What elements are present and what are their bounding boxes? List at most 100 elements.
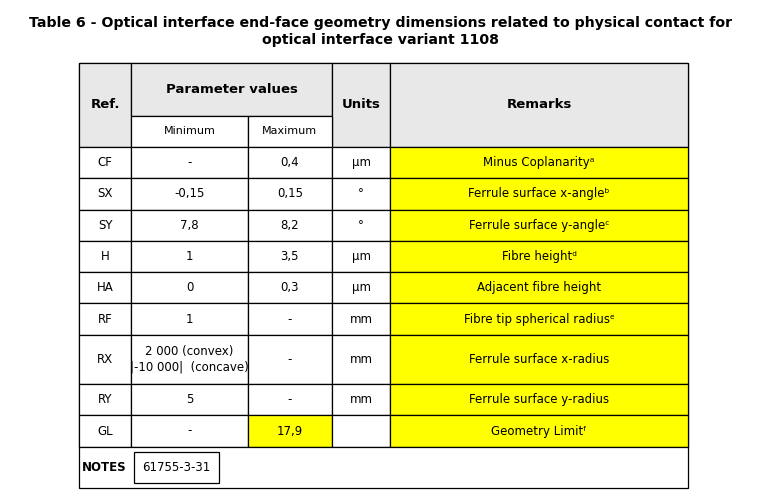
Bar bbox=[79, 384, 131, 415]
Bar bbox=[131, 63, 332, 116]
Text: 5: 5 bbox=[186, 393, 193, 406]
Bar bbox=[248, 415, 332, 447]
Text: RX: RX bbox=[97, 353, 113, 366]
Bar bbox=[332, 178, 390, 210]
Text: -: - bbox=[187, 425, 192, 438]
Bar bbox=[332, 210, 390, 241]
Bar bbox=[79, 63, 131, 147]
Bar bbox=[248, 272, 332, 303]
Bar bbox=[131, 147, 248, 178]
Bar bbox=[131, 415, 248, 447]
Text: 8,2: 8,2 bbox=[281, 219, 299, 232]
Text: 0,3: 0,3 bbox=[281, 281, 299, 294]
Text: -: - bbox=[288, 353, 292, 366]
Bar bbox=[332, 272, 390, 303]
Bar bbox=[131, 272, 248, 303]
Text: mm: mm bbox=[349, 393, 373, 406]
Text: SX: SX bbox=[97, 187, 113, 200]
Bar bbox=[131, 384, 248, 415]
Text: optical interface variant 1108: optical interface variant 1108 bbox=[262, 33, 499, 47]
Text: μm: μm bbox=[352, 156, 371, 169]
Bar bbox=[390, 335, 688, 384]
Text: Minus Coplanarityᵃ: Minus Coplanarityᵃ bbox=[483, 156, 595, 169]
Text: RF: RF bbox=[98, 313, 113, 325]
Bar bbox=[332, 415, 390, 447]
Text: Parameter values: Parameter values bbox=[166, 83, 298, 96]
Bar bbox=[131, 335, 248, 384]
Bar bbox=[248, 147, 332, 178]
Text: Ferrule surface x-radius: Ferrule surface x-radius bbox=[469, 353, 610, 366]
Text: Maximum: Maximum bbox=[263, 126, 317, 136]
Bar bbox=[390, 210, 688, 241]
Text: μm: μm bbox=[352, 281, 371, 294]
Bar bbox=[79, 335, 131, 384]
Bar bbox=[390, 241, 688, 272]
Text: -: - bbox=[187, 156, 192, 169]
Text: 61755-3-31: 61755-3-31 bbox=[142, 461, 211, 474]
Bar bbox=[79, 147, 131, 178]
Text: SY: SY bbox=[98, 219, 113, 232]
Text: Table 6 - Optical interface end-face geometry dimensions related to physical con: Table 6 - Optical interface end-face geo… bbox=[29, 16, 732, 30]
Text: 7,8: 7,8 bbox=[180, 219, 199, 232]
Text: -0,15: -0,15 bbox=[174, 187, 205, 200]
Bar bbox=[131, 116, 248, 147]
Bar bbox=[79, 447, 688, 488]
Bar bbox=[390, 178, 688, 210]
Text: Fibre heightᵈ: Fibre heightᵈ bbox=[501, 250, 577, 263]
Bar bbox=[131, 241, 248, 272]
Bar bbox=[135, 452, 218, 483]
Bar bbox=[79, 210, 131, 241]
Bar bbox=[248, 303, 332, 335]
Text: Minimum: Minimum bbox=[164, 126, 215, 136]
Bar bbox=[390, 303, 688, 335]
Text: mm: mm bbox=[349, 353, 373, 366]
Text: NOTES: NOTES bbox=[81, 461, 126, 474]
Bar bbox=[131, 210, 248, 241]
Text: 0,4: 0,4 bbox=[281, 156, 299, 169]
Text: Ref.: Ref. bbox=[91, 99, 120, 111]
Bar bbox=[131, 178, 248, 210]
Text: °: ° bbox=[358, 219, 364, 232]
Bar bbox=[390, 63, 688, 147]
Bar bbox=[248, 116, 332, 147]
Bar bbox=[79, 241, 131, 272]
Text: CF: CF bbox=[98, 156, 113, 169]
Text: °: ° bbox=[358, 187, 364, 200]
Text: 17,9: 17,9 bbox=[277, 425, 303, 438]
Bar bbox=[248, 210, 332, 241]
Bar bbox=[332, 241, 390, 272]
Bar bbox=[332, 303, 390, 335]
Text: Units: Units bbox=[342, 99, 380, 111]
Text: μm: μm bbox=[352, 250, 371, 263]
Text: 2 000 (convex)
|-10 000|  (concave): 2 000 (convex) |-10 000| (concave) bbox=[130, 346, 249, 373]
Text: -: - bbox=[288, 393, 292, 406]
Bar bbox=[79, 178, 131, 210]
Bar bbox=[332, 147, 390, 178]
Bar bbox=[332, 63, 390, 147]
Text: 1: 1 bbox=[186, 250, 193, 263]
Text: RY: RY bbox=[98, 393, 113, 406]
Bar bbox=[248, 335, 332, 384]
Text: Ferrule surface y-angleᶜ: Ferrule surface y-angleᶜ bbox=[469, 219, 610, 232]
Bar bbox=[79, 303, 131, 335]
Text: HA: HA bbox=[97, 281, 113, 294]
Bar bbox=[248, 384, 332, 415]
Text: H: H bbox=[101, 250, 110, 263]
Bar bbox=[390, 147, 688, 178]
Bar bbox=[79, 272, 131, 303]
Bar bbox=[248, 178, 332, 210]
Text: Fibre tip spherical radiusᵉ: Fibre tip spherical radiusᵉ bbox=[463, 313, 615, 325]
Text: 0: 0 bbox=[186, 281, 193, 294]
Text: Remarks: Remarks bbox=[507, 99, 572, 111]
Bar bbox=[390, 384, 688, 415]
Text: 1: 1 bbox=[186, 313, 193, 325]
Text: 3,5: 3,5 bbox=[281, 250, 299, 263]
Text: Geometry Limitᶠ: Geometry Limitᶠ bbox=[492, 425, 587, 438]
Bar bbox=[248, 241, 332, 272]
Bar bbox=[131, 303, 248, 335]
Text: Ferrule surface y-radius: Ferrule surface y-radius bbox=[469, 393, 610, 406]
Bar bbox=[390, 272, 688, 303]
Text: GL: GL bbox=[97, 425, 113, 438]
Bar bbox=[332, 384, 390, 415]
Text: Adjacent fibre height: Adjacent fibre height bbox=[477, 281, 601, 294]
